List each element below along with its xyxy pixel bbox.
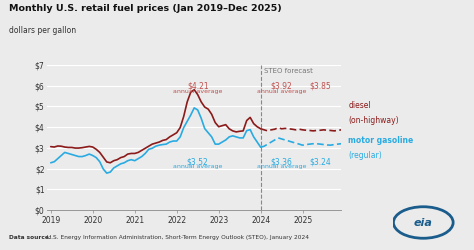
Text: Data source:: Data source: [9,235,52,240]
Text: (regular): (regular) [348,151,382,160]
Text: annual average: annual average [257,89,306,94]
Text: annual average: annual average [173,164,222,170]
Text: annual average: annual average [257,164,306,170]
Text: $3.92: $3.92 [271,82,292,90]
Text: $3.24: $3.24 [310,157,331,166]
Text: $3.52: $3.52 [187,157,209,166]
Text: STEO forecast: STEO forecast [264,68,313,74]
Text: $4.21: $4.21 [187,82,209,90]
Text: Monthly U.S. retail fuel prices (Jan 2019–Dec 2025): Monthly U.S. retail fuel prices (Jan 201… [9,4,282,13]
Text: annual average: annual average [173,89,222,94]
Text: $3.85: $3.85 [310,82,331,90]
Text: eia: eia [414,218,433,228]
Text: $3.36: $3.36 [271,157,292,166]
Text: motor gasoline: motor gasoline [348,136,414,145]
Text: (on-highway): (on-highway) [348,116,399,125]
Text: U.S. Energy Information Administration, Short-Term Energy Outlook (STEO), Januar: U.S. Energy Information Administration, … [45,235,309,240]
Text: dollars per gallon: dollars per gallon [9,26,77,35]
Text: diesel: diesel [348,101,371,110]
